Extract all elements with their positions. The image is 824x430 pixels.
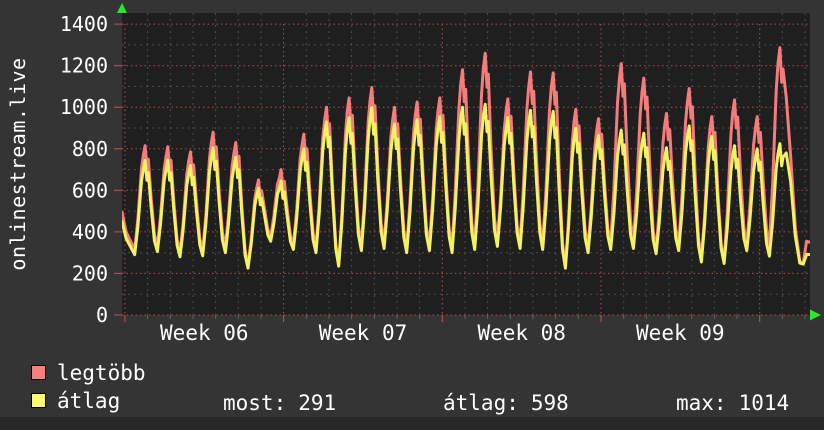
y-tick-label: 1200	[60, 54, 108, 78]
y-tick-label: 400	[72, 220, 108, 244]
series-lines	[122, 46, 810, 270]
bottom-strip	[0, 417, 824, 430]
stat-atlag-label: átlag:	[443, 391, 519, 415]
y-tick-label: 600	[72, 178, 108, 202]
y-tick-label: 1400	[60, 12, 108, 36]
stat-max: max: 1014	[676, 391, 789, 415]
legend-swatch-legtobb	[31, 365, 46, 380]
stat-atlag: átlag: 598	[443, 391, 569, 415]
x-week-label: Week 07	[319, 321, 408, 345]
series-line-atlag	[122, 102, 810, 270]
y-tick-label: 0	[96, 303, 108, 327]
stat-most-value: 291	[298, 391, 337, 415]
x-week-label: Week 06	[160, 321, 249, 345]
stat-atlag-value: 598	[530, 391, 569, 415]
legend-swatch-atlag	[31, 393, 46, 408]
stat-max-label: max:	[676, 391, 727, 415]
x-axis-labels: Week 06 Week 07 Week 08 Week 09	[160, 321, 725, 345]
x-axis-arrow-right-icon	[810, 309, 821, 321]
y-axis-labels: 0 200 400 600 800 1000 1200 1400	[60, 12, 108, 327]
y-tick-label: 800	[72, 137, 108, 161]
chart-svg: 0 200 400 600 800 1000 1200 1400 Week 06 Week 07…	[60, 3, 821, 345]
axis-tick-marks	[114, 23, 806, 322]
stat-max-value: 1014	[738, 391, 790, 415]
x-week-label: Week 08	[477, 321, 566, 345]
y-tick-label: 200	[72, 261, 108, 285]
stat-most: most: 291	[223, 391, 336, 415]
stat-most-label: most:	[223, 391, 287, 415]
legend-label-atlag: átlag	[57, 389, 121, 413]
y-axis-arrow-up-icon	[117, 3, 127, 13]
legend-label-legtobb: legtöbb	[57, 361, 146, 385]
y-tick-label: 1000	[60, 95, 108, 119]
x-week-label: Week 09	[636, 321, 725, 345]
